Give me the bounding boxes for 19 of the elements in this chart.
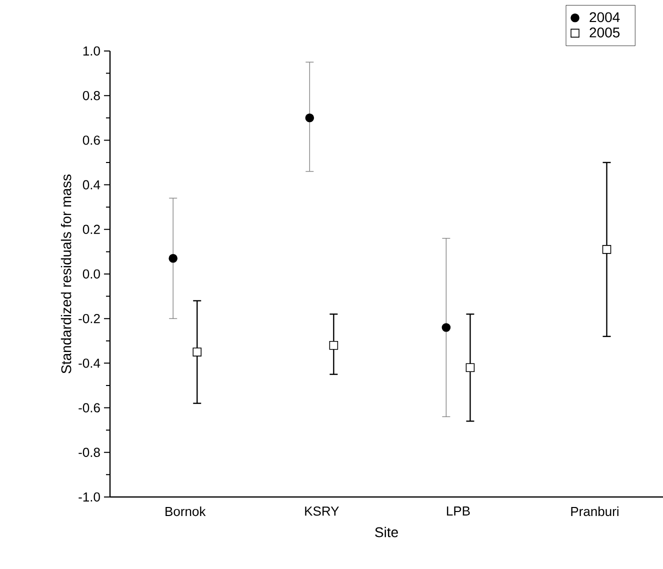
y-tick-label: 0.6 xyxy=(82,136,100,145)
x-tick-label: Bornok xyxy=(166,506,206,516)
y-tick-label: -0.2 xyxy=(78,314,100,324)
legend-label: 2005 xyxy=(590,28,620,38)
y-tick-label: -1.0 xyxy=(78,492,100,502)
x-tick-label: KSRY xyxy=(305,506,339,516)
y-tick-label: 0.2 xyxy=(82,224,100,234)
y-tick-label: 0.4 xyxy=(82,180,100,190)
y-tick-label: -0.6 xyxy=(78,403,100,412)
y-tick-label: 0.0 xyxy=(82,269,100,279)
x-axis-title: Site xyxy=(375,526,398,538)
y-tick-label: -0.4 xyxy=(78,358,100,368)
y-tick-label: -0.8 xyxy=(78,448,100,457)
y-tick-label: 1.0 xyxy=(83,46,100,56)
y-axis-title: Standardized residuals for mass xyxy=(60,174,72,374)
x-tick-label: LPB xyxy=(446,506,470,516)
x-tick-label: Pranburi xyxy=(571,506,618,516)
y-tick-label: 0.8 xyxy=(82,90,100,100)
legend-label: 2004 xyxy=(590,12,620,22)
